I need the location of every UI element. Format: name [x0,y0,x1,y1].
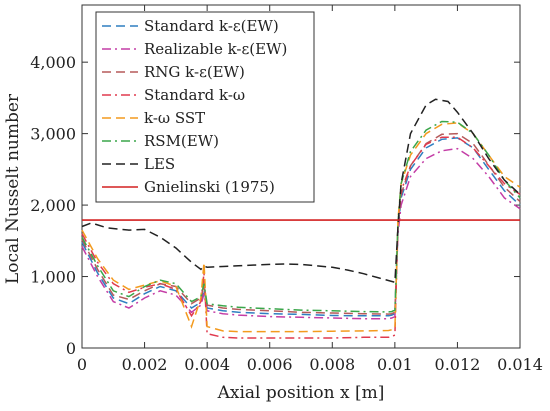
plot-area: 0 1,000 2,000 3,000 4,000 0 0.002 0.004 0.006 0.0… [30,4,543,374]
y-axis-label: Local Nusselt number [3,93,23,284]
plot-frame [81,4,521,349]
legend-entry: Realizable k-ε(EW) [144,40,287,58]
series-line [81,120,521,313]
y-tick-label: 1,000 [30,268,76,287]
x-tick-label: 0 [77,355,87,374]
legend-entry: LES [144,155,175,173]
series-line [81,137,521,317]
legend-entry: k-ω SST [144,109,205,127]
series-line [81,147,521,320]
legend-box [95,11,315,203]
series-line [81,98,521,284]
legend-entry: RSM(EW) [144,132,219,150]
legend-entry: RNG k-ε(EW) [144,63,245,81]
y-tick-label: 2,000 [30,196,76,215]
x-tick-label: 0.008 [309,355,355,374]
x-tick-label: 0.002 [122,355,168,374]
x-axis-label: Axial position x [m] [217,383,385,403]
legend-entry: Standard k-ω [144,86,245,104]
y-tick-label: 4,000 [30,53,76,72]
y-tick-label: 3,000 [30,125,76,144]
series-line [81,122,521,333]
x-tick-label: 0.01 [377,355,413,374]
legend-entry: Standard k-ε(EW) [144,17,279,35]
legend-entry: Gnielinski (1975) [144,178,275,196]
x-tick-label: 0.006 [247,355,293,374]
x-tick-label: 0.004 [184,355,230,374]
series-line [81,132,521,315]
y-tick-label: 0 [66,339,76,358]
series-line [81,136,521,339]
x-tick-label: 0.012 [435,355,481,374]
x-tick-label: 0.014 [497,355,543,374]
